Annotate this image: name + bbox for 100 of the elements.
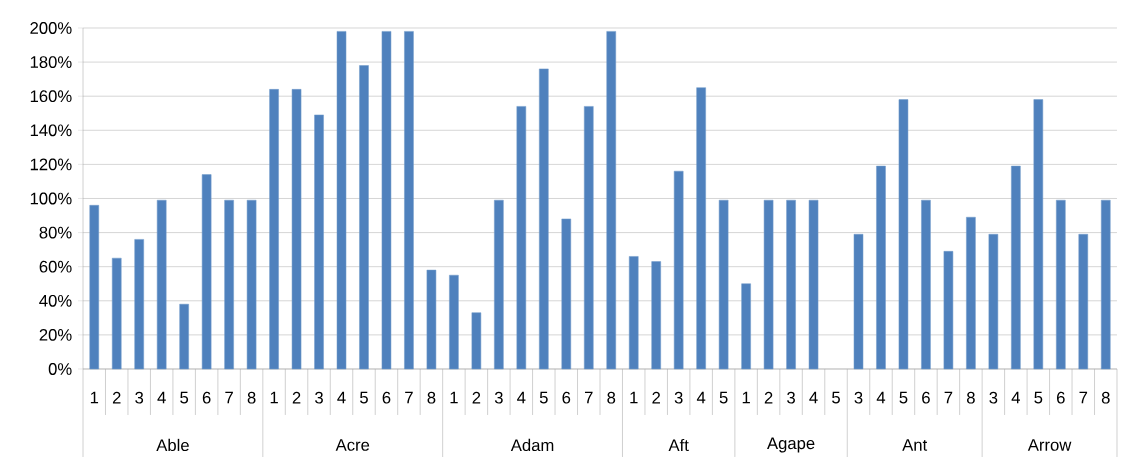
x-tick-label: 3: [854, 391, 863, 404]
y-tick-label: 20%: [39, 329, 72, 341]
x-tick-label: 4: [809, 391, 818, 404]
bar: [1078, 234, 1089, 370]
x-tick-label: 2: [112, 391, 121, 404]
x-tick-label: 3: [494, 391, 503, 404]
y-tick-label: 200%: [30, 22, 72, 34]
x-tick-label: 6: [382, 391, 391, 404]
x-tick-label: 2: [472, 391, 481, 404]
x-tick-label: 8: [1101, 391, 1110, 404]
bar: [494, 199, 504, 370]
y-tick-label: 180%: [30, 56, 72, 68]
bar: [583, 106, 594, 370]
bar: [291, 89, 302, 370]
x-tick-label: 5: [539, 391, 548, 404]
y-tick-label: 0%: [48, 363, 72, 375]
bar: [246, 199, 257, 370]
x-tick-label: 6: [562, 391, 571, 404]
bar: [561, 218, 572, 370]
y-tick-label: 80%: [39, 226, 72, 239]
bar: [269, 89, 279, 370]
x-tick-label: 5: [180, 391, 189, 404]
x-tick-label: 5: [719, 391, 728, 404]
bar: [539, 68, 549, 370]
y-tick-label: 40%: [39, 294, 72, 307]
bar: [1033, 99, 1044, 370]
y-tick-label: 100%: [30, 192, 72, 205]
x-tick-label: 3: [674, 391, 683, 404]
bar: [606, 31, 617, 370]
bar: [381, 31, 392, 370]
x-tick-label: 4: [337, 391, 346, 404]
x-tick-label: 1: [270, 391, 278, 404]
bar: [314, 114, 324, 370]
x-tick-label: 8: [427, 391, 436, 404]
x-tick-label: 1: [450, 391, 458, 404]
x-tick-label: 2: [292, 391, 301, 404]
x-tick-label: 1: [630, 391, 638, 404]
text: Aft: [668, 438, 689, 452]
x-tick-label: 3: [315, 391, 323, 404]
bar: [718, 199, 729, 370]
bar: [808, 199, 819, 370]
text: Acre: [335, 439, 370, 451]
y-tick-label: 160%: [30, 90, 72, 103]
x-tick-label: 4: [517, 391, 526, 404]
bar: [853, 234, 864, 370]
x-tick-label: 8: [247, 391, 256, 404]
x-tick-label: 1: [90, 391, 99, 404]
x-tick-label: 5: [899, 391, 908, 404]
text: Arrow: [1027, 439, 1072, 451]
bar: [404, 31, 414, 370]
bar: [966, 216, 976, 370]
bar: [943, 251, 954, 370]
bar: [426, 269, 437, 370]
x-tick-label: 8: [966, 391, 975, 404]
x-tick-label: 3: [135, 391, 144, 404]
x-tick-label: 4: [1011, 391, 1020, 404]
bar: [449, 274, 459, 370]
bar: [988, 234, 999, 370]
bar: [1100, 199, 1111, 370]
bar: [156, 199, 167, 370]
x-tick-label: 5: [360, 391, 368, 404]
text: Adam: [510, 438, 554, 452]
x-tick-label: 5: [832, 391, 840, 404]
bar: [359, 65, 369, 370]
bar: [111, 257, 122, 370]
bar: [516, 106, 527, 370]
x-tick-label: 3: [787, 391, 795, 404]
bar: [628, 256, 639, 370]
x-tick-label: 7: [1079, 391, 1088, 404]
bar: [336, 31, 347, 370]
x-tick-label: 7: [944, 391, 953, 404]
bar: [201, 174, 212, 370]
y-tick-label: 60%: [39, 260, 72, 273]
text: Able: [156, 438, 189, 452]
x-tick-label: 7: [584, 391, 593, 404]
bar: [1011, 165, 1021, 370]
bar: [224, 199, 234, 370]
x-tick-label: 4: [696, 391, 706, 404]
bar: [921, 199, 931, 370]
text: Agape: [767, 437, 815, 453]
y-tick-label: 120%: [30, 158, 72, 171]
x-tick-label: 7: [405, 391, 413, 404]
x-tick-label: 4: [876, 391, 886, 404]
text: Ant: [902, 439, 928, 451]
bar: [876, 165, 886, 370]
bar: [673, 170, 684, 370]
x-tick-label: 3: [989, 391, 998, 404]
bar: [898, 99, 909, 370]
bar: [471, 312, 482, 370]
x-tick-label: 2: [652, 391, 660, 404]
x-tick-label: 6: [1057, 391, 1065, 404]
y-tick-label: 140%: [30, 124, 72, 137]
x-tick-label: 7: [225, 391, 233, 404]
x-tick-label: 4: [157, 391, 166, 404]
bar: [134, 239, 144, 370]
bar: [651, 261, 661, 370]
x-tick-label: 1: [742, 391, 750, 404]
bar: [89, 205, 100, 370]
x-tick-label: 5: [1034, 391, 1043, 404]
bar: [786, 199, 796, 370]
